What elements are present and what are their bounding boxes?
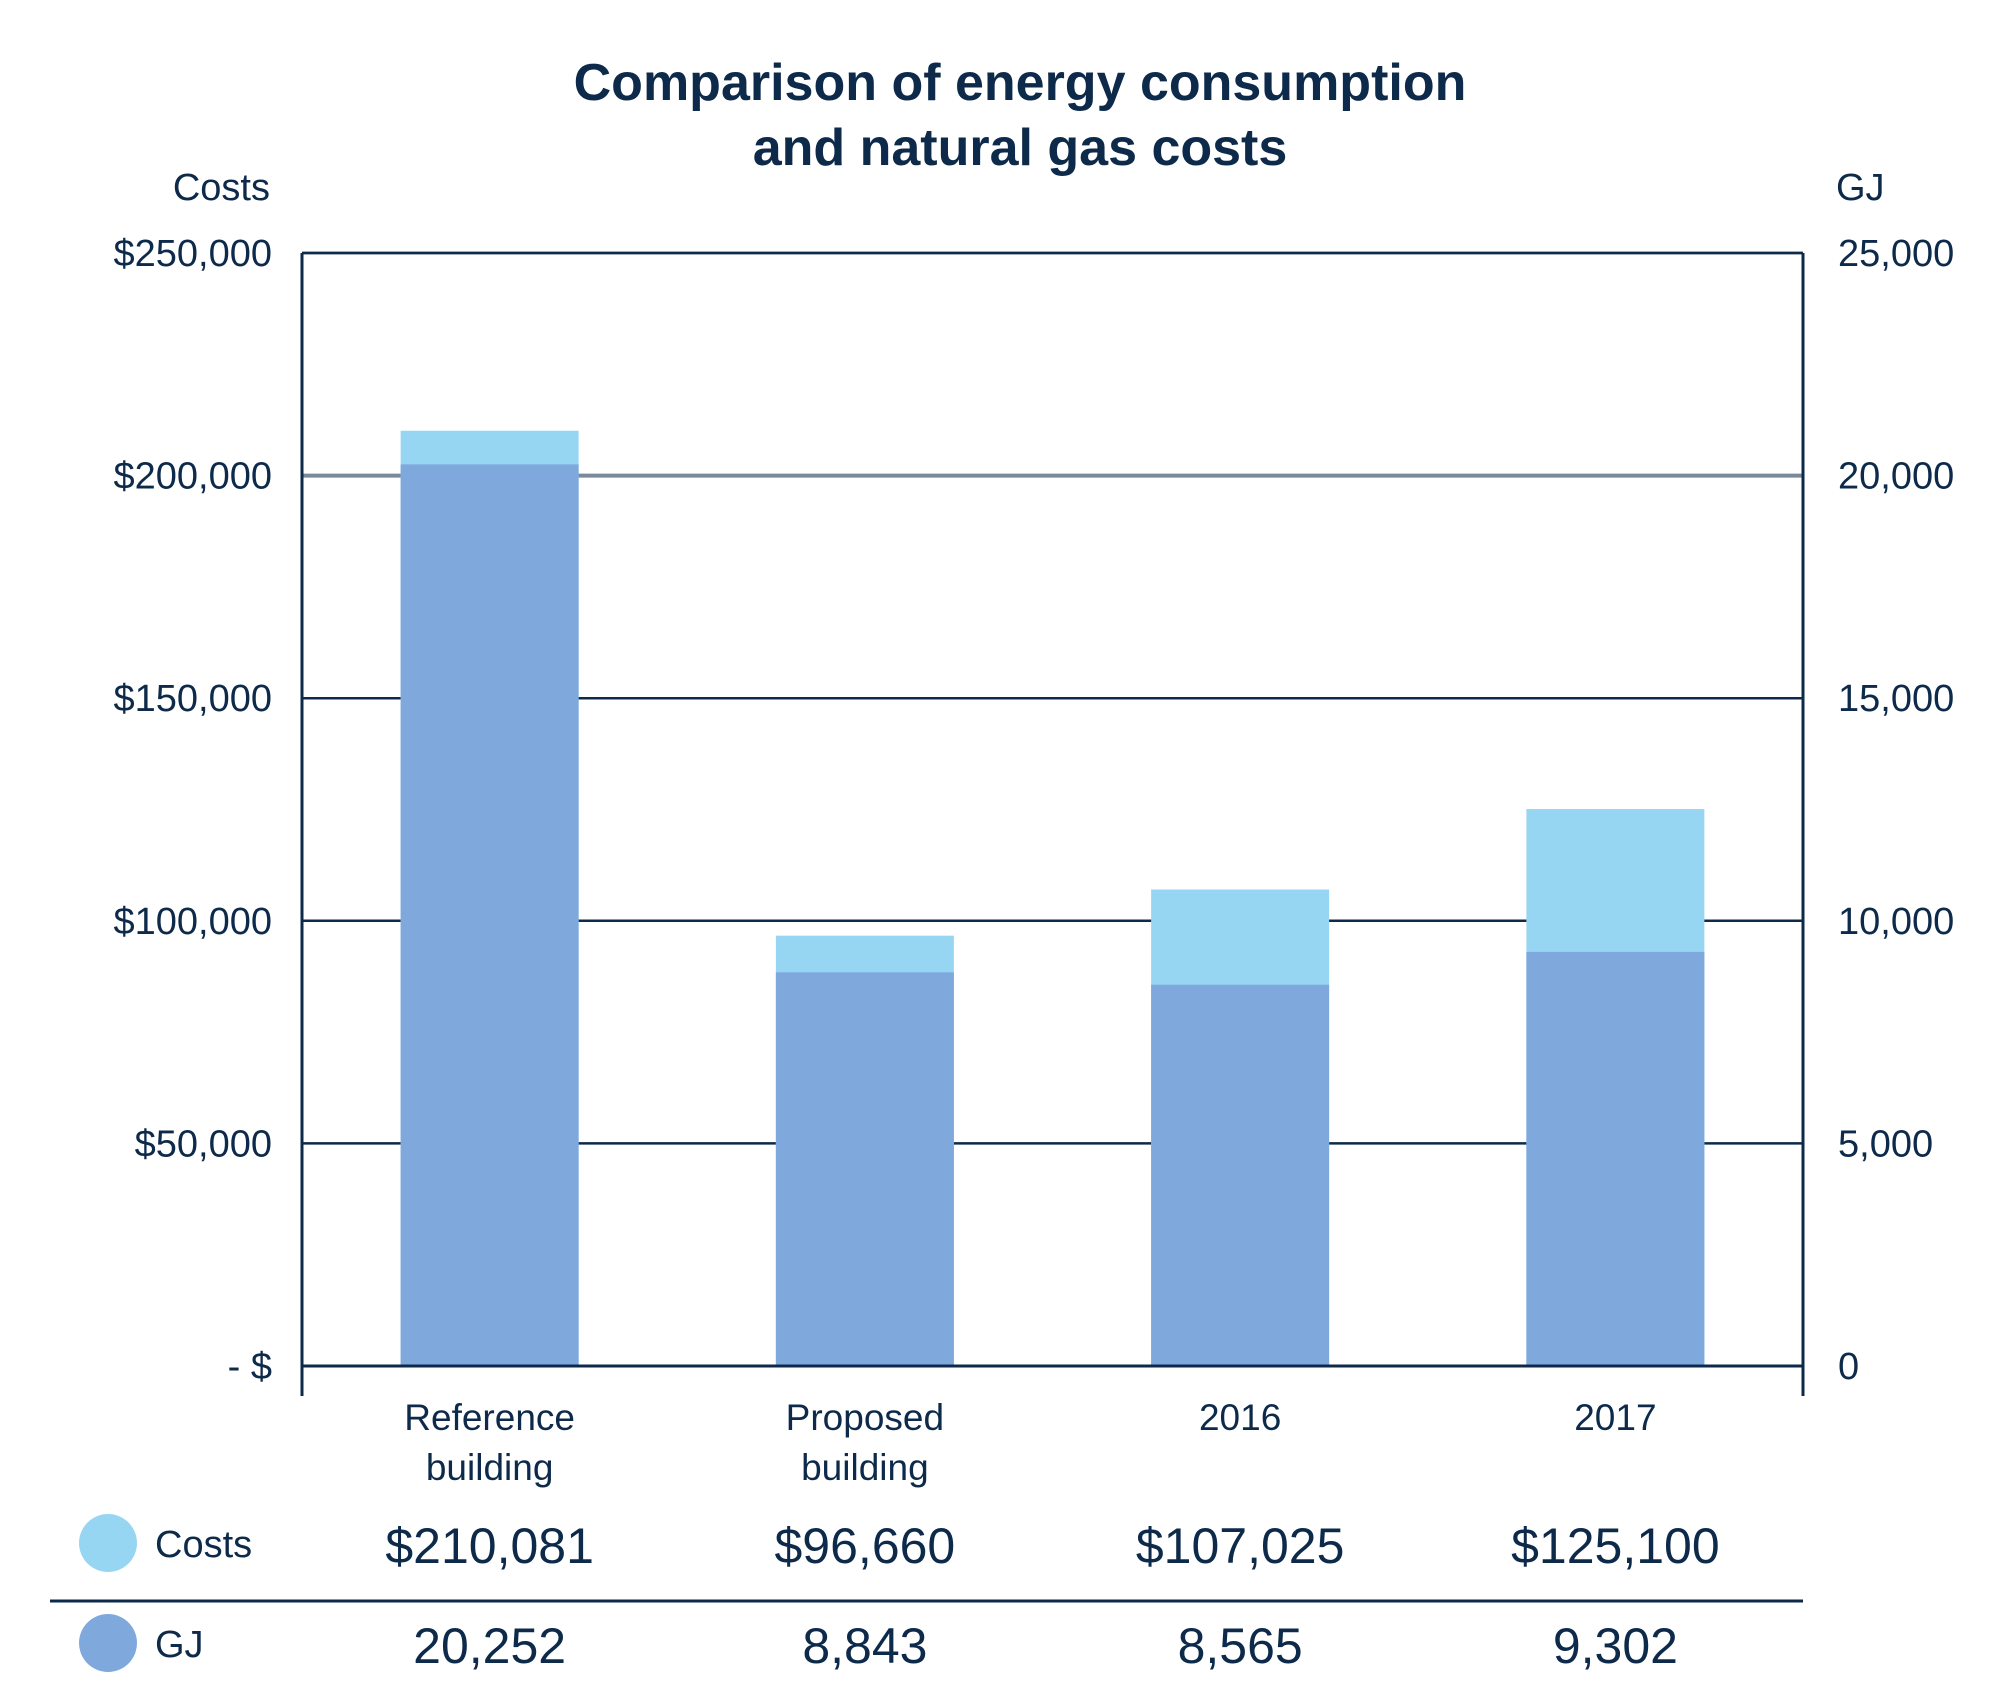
- right-tick-label: 15,000: [1838, 678, 1954, 720]
- right-tick-label: 25,000: [1838, 233, 1954, 275]
- gj-bar: [1151, 984, 1330, 1366]
- right-tick-label: 0: [1838, 1346, 1859, 1388]
- category-label: building: [801, 1447, 929, 1488]
- left-tick-label: - $: [228, 1346, 272, 1388]
- table-cell: $125,100: [1511, 1518, 1720, 1574]
- left-tick-label: $100,000: [114, 901, 273, 943]
- right-axis-ticks: 0 5,000 10,000 15,000 20,000 25,000: [1838, 233, 1954, 1388]
- data-table: Costs $210,081 $96,660 $107,025 $125,100 GJ 20…: [50, 1514, 1803, 1674]
- gj-bar: [400, 464, 579, 1366]
- left-tick-label: $200,000: [114, 456, 273, 498]
- left-tick-label: $150,000: [114, 678, 273, 720]
- gj-legend-swatch: [79, 1614, 137, 1672]
- table-cell: 8,843: [802, 1618, 927, 1674]
- left-axis-ticks: - $ $50,000 $100,000 $150,000 $200,000 $250,0…: [114, 233, 273, 1388]
- gj-bar: [775, 972, 954, 1366]
- table-cell: $210,081: [385, 1518, 594, 1574]
- right-tick-label: 20,000: [1838, 456, 1954, 498]
- chart-title-line-1: Comparison of energy consumption: [574, 54, 1467, 112]
- costs-legend-swatch: [79, 1514, 137, 1572]
- table-cell: 20,252: [413, 1618, 566, 1674]
- chart-title: Comparison of energy consumption and nat…: [574, 54, 1467, 177]
- left-tick-label: $250,000: [114, 233, 273, 275]
- category-label: 2017: [1574, 1397, 1656, 1438]
- gj-bar: [1526, 951, 1705, 1366]
- right-axis-title: GJ: [1836, 167, 1885, 209]
- table-row-label: Costs: [155, 1524, 252, 1566]
- category-labels: Reference building Proposed building 2016 201…: [404, 1397, 1656, 1488]
- left-axis-title: Costs: [173, 167, 270, 209]
- table-row-label: GJ: [155, 1624, 204, 1666]
- axes: [300, 251, 1805, 1396]
- table-cell: $96,660: [775, 1518, 956, 1574]
- table-cell: 8,565: [1178, 1618, 1303, 1674]
- bars: [400, 430, 1705, 1367]
- category-label: Reference: [404, 1397, 575, 1438]
- left-tick-label: $50,000: [135, 1123, 272, 1165]
- table-cell: $107,025: [1136, 1518, 1345, 1574]
- table-cell: 9,302: [1553, 1618, 1678, 1674]
- category-label: 2016: [1199, 1397, 1281, 1438]
- right-tick-label: 10,000: [1838, 901, 1954, 943]
- right-tick-label: 5,000: [1838, 1123, 1933, 1165]
- category-label: Proposed: [786, 1397, 944, 1438]
- chart-title-line-2: and natural gas costs: [753, 119, 1288, 177]
- category-label: building: [426, 1447, 554, 1488]
